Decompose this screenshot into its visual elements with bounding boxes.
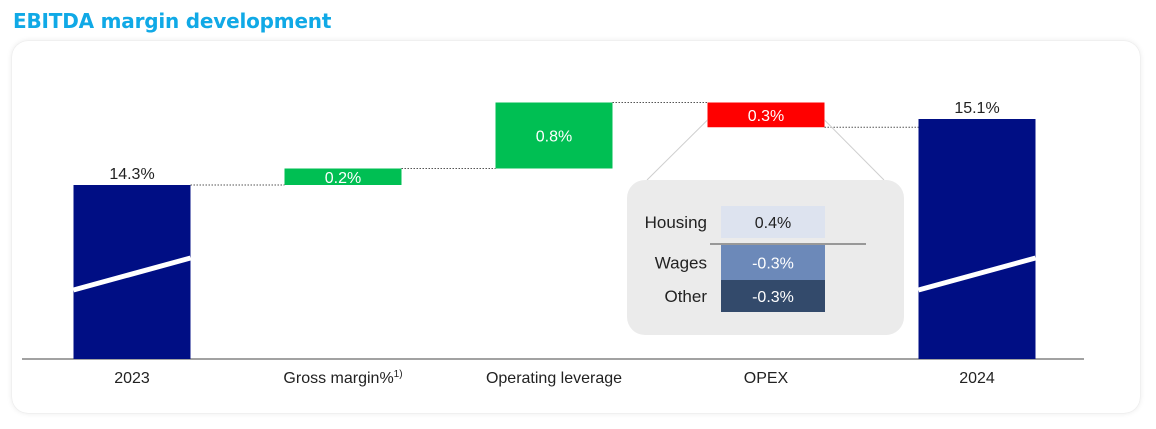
breakdown-label-other: Other [664, 287, 707, 306]
bar-opex [707, 102, 825, 128]
bar-2024 [918, 119, 1036, 359]
page-title: EBITDA margin development [13, 9, 332, 33]
data-label-opex: 0.3% [748, 108, 784, 125]
axis-break-mark-2023 [72, 255, 192, 293]
callout-pointer-left [646, 119, 708, 181]
labels-layer: 14.3% 0.2% 0.8% 0.3% 15.1% 2023 Gross margin%1… [109, 100, 999, 387]
bar-gross-margin [284, 168, 402, 185]
opex-breakdown-callout: Housing 0.4% Wages -0.3% Other -0.3% [627, 119, 904, 335]
connectors-layer [190, 102, 919, 186]
breakdown-value-housing: 0.4% [755, 215, 791, 232]
data-label-2024: 15.1% [954, 100, 999, 117]
category-label-operating-leverage: Operating leverage [486, 370, 622, 387]
breakdown-cell-other [721, 280, 825, 312]
category-label-2024: 2024 [959, 370, 995, 387]
bars-layer [22, 102, 1084, 360]
category-label-opex: OPEX [744, 370, 789, 387]
data-label-gross-margin: 0.2% [325, 170, 361, 187]
axis-break-mark-2024 [917, 255, 1037, 293]
data-label-2023: 14.3% [109, 166, 154, 183]
data-label-operating-leverage: 0.8% [536, 129, 572, 146]
breakdown-label-housing: Housing [645, 213, 707, 232]
breakdown-cell-housing [721, 206, 825, 238]
breakdown-label-wages: Wages [655, 254, 707, 273]
breakdown-value-other: -0.3% [752, 289, 794, 306]
category-label-2023: 2023 [114, 370, 150, 387]
bar-operating-leverage [495, 102, 613, 169]
callout-pointer-right [824, 119, 885, 181]
breakdown-cell-wages [721, 245, 825, 280]
breakdown-value-wages: -0.3% [752, 256, 794, 273]
category-label-gross-margin: Gross margin%1) [283, 369, 402, 387]
footnote-marker: 1) [394, 369, 403, 380]
